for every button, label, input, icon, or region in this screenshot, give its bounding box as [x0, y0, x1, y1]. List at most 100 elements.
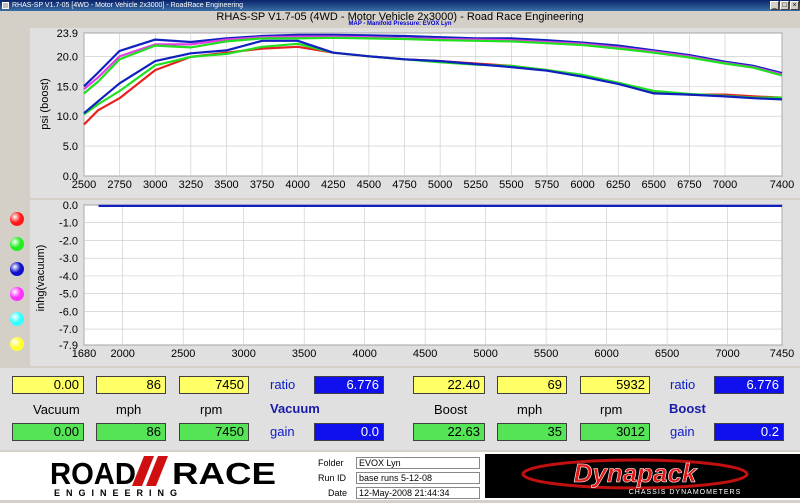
vacuum-x-tick-label: 5500 — [534, 348, 558, 360]
legend-dot-blue[interactable] — [10, 262, 24, 276]
boost-y-ticks: 0.0 5.0 10.0 15.0 20.0 23.9 — [57, 28, 78, 183]
boost-x-tick-label: 4000 — [285, 179, 309, 191]
boost-x-tick-label: 2500 — [72, 179, 96, 191]
folder-label: Folder — [318, 458, 344, 468]
maximize-button[interactable]: □ — [780, 1, 789, 10]
vacuum-y-tick-label: -3.0 — [59, 253, 78, 265]
vacuum-x-tick-label: 3500 — [292, 348, 316, 360]
close-button[interactable]: × — [790, 1, 799, 10]
boost-mph-label: mph — [517, 402, 543, 417]
vacuum-x-tick-label: 2500 — [171, 348, 195, 360]
window-titlebar: RHAS-SP V1.7-05 [4WD - Motor Vehicle 2x3… — [0, 0, 800, 11]
vacuum-mph-label: mph — [116, 402, 142, 417]
boost-x-tick-label: 3000 — [143, 179, 167, 191]
boost-y-tick-label: 10.0 — [57, 111, 78, 123]
vacuum-y-tick-label: -6.0 — [59, 306, 78, 318]
roadrace-logo: ROAD RACE ENGINEERING — [50, 456, 276, 498]
boost-col-label: Boost — [434, 402, 468, 417]
logo-road-text: ROAD — [50, 456, 136, 491]
dynapack-logo: Dynapack CHASSIS DYNAMOMETERS — [521, 458, 749, 496]
vacuum-y-ticks: 0.0 -1.0 -2.0 -3.0 -4.0 -5.0 -6.0 -7.0 -7.9 — [59, 200, 78, 352]
boost-section-title: Boost — [669, 401, 706, 416]
vacuum-x-tick-label: 6500 — [655, 348, 679, 360]
boost-x-ticks: 2500 2750 3000 3250 3500 3750 4000 4250 4500 4750… — [72, 179, 794, 191]
vacuum-y-tick-label: 0.0 — [63, 200, 78, 212]
logo-engineering-text: ENGINEERING — [54, 488, 183, 498]
vacuum-x-tick-label: 1680 — [72, 348, 96, 360]
boost-gain-label: gain — [670, 424, 695, 439]
folder-value: EVOX Lyn — [356, 457, 480, 469]
boost-x-tick-label: 5000 — [428, 179, 452, 191]
chart-main-title: RHAS-SP V1.7-05 (4WD - Motor Vehicle 2x3… — [216, 11, 584, 23]
boost-y-tick-label: 0.0 — [63, 171, 78, 183]
boost-x-tick-label: 6250 — [606, 179, 630, 191]
vacuum-top-mph: 86 — [96, 376, 166, 394]
boost-gain-value: 0.2 — [714, 423, 784, 441]
vacuum-plot-area — [83, 204, 783, 346]
vacuum-ratio-value: 6.776 — [314, 376, 384, 394]
vacuum-ratio-label: ratio — [270, 377, 296, 392]
dynapack-sub-text: CHASSIS DYNAMOMETERS — [629, 489, 742, 496]
legend-dot-yellow[interactable] — [10, 337, 24, 351]
boost-ratio-value: 6.776 — [714, 376, 784, 394]
boost-x-tick-label: 6500 — [642, 179, 666, 191]
boost-top-value: 22.40 — [413, 376, 485, 394]
boost-x-tick-label: 4500 — [357, 179, 381, 191]
boost-bottom-mph: 35 — [497, 423, 567, 441]
vacuum-x-tick-label: 4000 — [352, 348, 376, 360]
dynapack-brand-text: Dynapack — [574, 458, 698, 488]
boost-x-tick-label: 3750 — [250, 179, 274, 191]
boost-x-tick-label: 6750 — [677, 179, 701, 191]
vacuum-rpm-label: rpm — [200, 402, 223, 417]
runid-label: Run ID — [318, 473, 347, 483]
vacuum-x-tick-label: 4500 — [413, 348, 437, 360]
legend-dot-magenta[interactable] — [10, 287, 24, 301]
vacuum-top-value: 0.00 — [12, 376, 84, 394]
date-label: Date — [328, 488, 348, 498]
boost-x-tick-label: 4750 — [392, 179, 416, 191]
boost-ratio-label: ratio — [670, 377, 696, 392]
charts-area: 2500 2750 3000 3250 3500 3750 4000 4250 4500 4750… — [30, 28, 800, 366]
vacuum-gain-value: 0.0 — [314, 423, 384, 441]
date-value: 12-May-2008 21:44:34 — [356, 487, 480, 499]
logo-slash-2 — [146, 456, 168, 486]
window-caption: RHAS-SP V1.7-05 [4WD - Motor Vehicle 2x3… — [12, 2, 243, 9]
boost-series — [83, 33, 783, 126]
minimize-button[interactable]: _ — [770, 1, 779, 10]
vacuum-col-label: Vacuum — [33, 402, 80, 417]
dynapack-swoosh — [521, 458, 749, 490]
chart-subtitle: MAP - Manifold Pressure: EVOX Lyn — [348, 21, 452, 27]
vacuum-bottom-rpm: 7450 — [179, 423, 249, 441]
boost-x-tick-label: 6000 — [570, 179, 594, 191]
vacuum-x-tick-label: 7000 — [715, 348, 739, 360]
boost-y-tick-label: 23.9 — [57, 28, 78, 40]
legend-dot-red[interactable] — [10, 212, 24, 226]
boost-y-tick-label: 5.0 — [63, 141, 78, 153]
boost-x-tick-label: 4250 — [321, 179, 345, 191]
boost-x-tick-label: 3500 — [214, 179, 238, 191]
vacuum-gain-label: gain — [270, 424, 295, 439]
vacuum-y-axis-label: inhg(vacuum) — [35, 245, 47, 312]
boost-series-line-green-5 — [83, 36, 783, 95]
boost-top-rpm: 5932 — [580, 376, 650, 394]
logo-race-text: RACE — [172, 456, 276, 491]
vacuum-x-tick-label: 6000 — [594, 348, 618, 360]
vacuum-y-tick-label: -2.0 — [59, 235, 78, 247]
boost-series-line-blue-3 — [83, 33, 783, 88]
boost-rpm-label: rpm — [600, 402, 623, 417]
vacuum-y-tick-label: -1.0 — [59, 218, 78, 230]
vacuum-x-tick-label: 3000 — [231, 348, 255, 360]
boost-y-tick-label: 15.0 — [57, 81, 78, 93]
values-panel: 0.00 86 7450 ratio 6.776 Vacuum mph rpm … — [0, 368, 800, 450]
vacuum-x-ticks: 1680 2000 2500 3000 3500 4000 4500 5000 5500 6000… — [72, 348, 794, 360]
dynapack-logo-box: Dynapack CHASSIS DYNAMOMETERS — [485, 454, 800, 498]
boost-y-axis-label: psi (boost) — [39, 78, 51, 129]
vacuum-x-tick-label: 2000 — [110, 348, 134, 360]
legend-dot-green[interactable] — [10, 237, 24, 251]
logo-slash-1 — [132, 456, 154, 486]
boost-x-tick-label: 2750 — [107, 179, 131, 191]
vacuum-top-rpm: 7450 — [179, 376, 249, 394]
boost-grid — [83, 32, 783, 177]
boost-series-line-blue-2 — [83, 39, 783, 115]
legend-dot-cyan[interactable] — [10, 312, 24, 326]
